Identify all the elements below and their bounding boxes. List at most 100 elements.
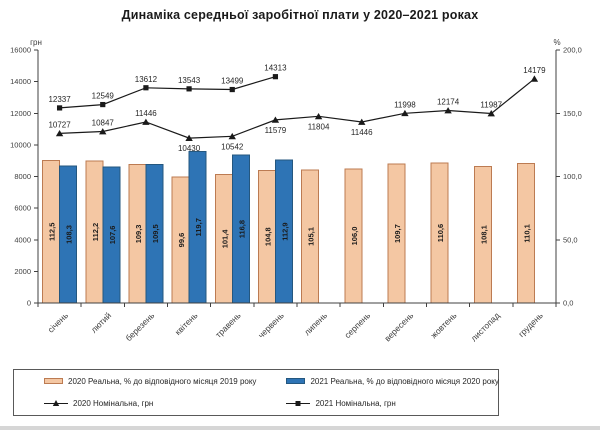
triangle-marker-icon [99,128,107,135]
line-value-label: 12337 [48,95,71,104]
month-label: квітень [173,310,200,337]
legend-label: 2021 Номінальна, грн [315,399,396,409]
bar-value-label: 107,6 [108,226,117,245]
line-series [59,78,535,139]
line-value-label: 10727 [48,120,71,129]
bar-value-label: 106,0 [350,227,359,246]
bar-value-label: 110,1 [522,224,531,242]
left-tick-label: 12000 [10,109,31,118]
legend-label: 2021 Реальна, % до відповідного місяця 2… [310,376,499,386]
triangle-marker-icon [358,118,366,125]
line-value-label: 11446 [135,109,157,118]
bar-value-label: 105,1 [307,227,316,246]
line-value-label: 10430 [178,144,201,153]
bar-value-label: 116,8 [237,220,246,238]
line-value-label: 13612 [135,75,158,84]
month-label: січень [46,310,71,335]
left-tick-label: 4000 [14,235,31,244]
chart-title: Динаміка середньої заробітної плати у 20… [121,8,479,22]
line-value-label: 11579 [265,126,287,135]
bar-value-label: 119,7 [194,218,203,236]
month-label: червень [256,310,286,340]
square-marker-icon [272,74,279,80]
triangle-marker-icon [314,112,323,120]
month-label: жовтень [429,310,459,340]
legend-item-2021-real: 2021 Реальна, % до відповідного місяця 2… [256,376,499,386]
line-value-label: 10542 [221,142,244,151]
line-value-label: 12549 [92,92,115,101]
month-label: листопад [469,310,502,343]
month-label: лютий [89,310,114,335]
left-tick-label: 8000 [14,172,31,181]
wage-dynamics-combo-chart: 112,5 112,2 109,3 99,6 101,4 104,8 105,1 106,0 1… [10,38,582,343]
triangle-marker-icon [487,110,495,117]
month-label: травень [213,310,243,340]
line-value-label: 10847 [92,118,115,127]
legend-item-2020-real: 2020 Реальна, % до відповідного місяця 2… [14,377,256,386]
right-axis-unit-label: % [553,38,560,47]
month-label: грудень [516,310,545,339]
line-value-label: 11804 [308,122,330,131]
month-label: серпень [342,310,372,340]
month-label: липень [302,310,329,337]
bar-value-label: 112,9 [280,222,289,240]
triangle-marker-icon [444,107,452,114]
line-value-label: 11446 [351,128,373,137]
page-edge-strip [0,426,600,430]
legend-item-2020-nominal: 2020 Номінальна, грн [14,399,256,408]
chart-legend: 2020 Реальна, % до відповідного місяця 2… [13,369,499,416]
right-tick-label: 50,0 [563,235,578,244]
bar-value-label: 109,7 [393,224,402,243]
bar-value-label: 112,2 [91,223,100,241]
legend-item-2021-nominal: 2021 Номінальна, грн [256,399,498,408]
square-marker-icon [56,105,63,111]
line-value-label: 11987 [480,100,502,109]
legend-label: 2020 Номінальна, грн [73,399,154,409]
line-value-label: 13543 [178,76,201,85]
bar-value-label: 104,8 [263,227,272,246]
bar-value-label: 112,5 [48,223,57,241]
month-label: березень [124,310,157,343]
square-marker-icon [229,86,235,93]
bar-value-label: 109,3 [134,225,143,244]
line-value-label: 13499 [221,77,244,86]
triangle-line-marker-icon [44,400,68,407]
month-label: вересень [382,310,415,343]
bar-value-label: 110,6 [436,224,445,242]
triangle-marker-icon [401,109,409,117]
peach-bar-swatch-icon [44,378,63,385]
left-tick-label: 16000 [10,46,31,55]
right-tick-label: 0,0 [563,299,573,308]
right-tick-label: 150,0 [563,109,582,118]
triangle-marker-icon [271,116,280,123]
square-marker-icon [143,85,149,91]
line-value-label: 11998 [394,100,416,109]
line-series [59,76,276,109]
bar-value-label: 108,1 [479,225,488,244]
blue-bar-swatch-icon [286,378,306,385]
legend-label: 2020 Реальна, % до відповідного місяця 2… [68,376,257,386]
bar-value-label: 108,3 [65,225,74,244]
left-tick-label: 6000 [14,204,31,213]
left-tick-label: 14000 [10,77,31,86]
triangle-marker-icon [55,129,64,137]
line-value-label: 14313 [264,64,287,73]
square-marker-icon [100,101,106,108]
line-value-label: 14179 [523,66,546,75]
square-marker-icon [186,86,192,92]
left-tick-label: 0 [27,299,31,308]
triangle-marker-icon [228,132,236,140]
bar-value-label: 99,6 [177,233,186,248]
triangle-marker-icon [530,75,539,82]
triangle-marker-icon [185,134,193,141]
right-tick-label: 200,0 [563,46,582,55]
line-value-label: 12174 [437,97,460,106]
left-tick-label: 10000 [10,140,31,149]
bar-value-label: 109,5 [151,224,160,243]
left-axis-unit-label: грн [30,38,42,47]
triangle-marker-icon [142,118,150,125]
left-tick-label: 2000 [14,267,31,276]
square-line-marker-icon [286,401,311,407]
right-tick-label: 100,0 [563,172,582,181]
